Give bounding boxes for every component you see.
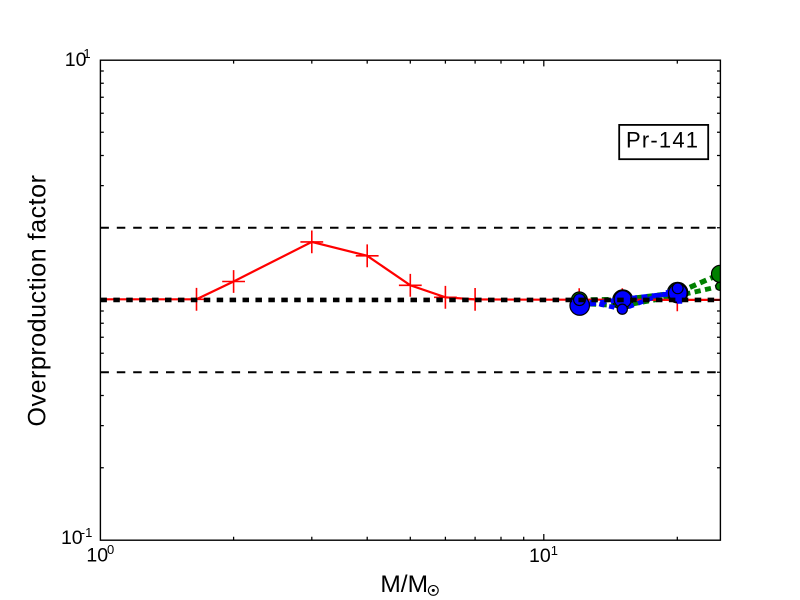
svg-text:-1: -1 xyxy=(81,525,93,540)
svg-text:10: 10 xyxy=(529,545,551,567)
svg-text:10: 10 xyxy=(61,527,83,549)
svg-text:10: 10 xyxy=(86,545,108,567)
svg-text:10: 10 xyxy=(65,49,87,71)
svg-text:1: 1 xyxy=(551,543,558,558)
svg-text:1: 1 xyxy=(83,46,90,61)
svg-text:Overproduction factor: Overproduction factor xyxy=(23,175,51,427)
svg-text:M/M: M/M xyxy=(380,571,428,598)
svg-text:Pr-141: Pr-141 xyxy=(626,127,699,152)
svg-text:0: 0 xyxy=(107,542,114,557)
